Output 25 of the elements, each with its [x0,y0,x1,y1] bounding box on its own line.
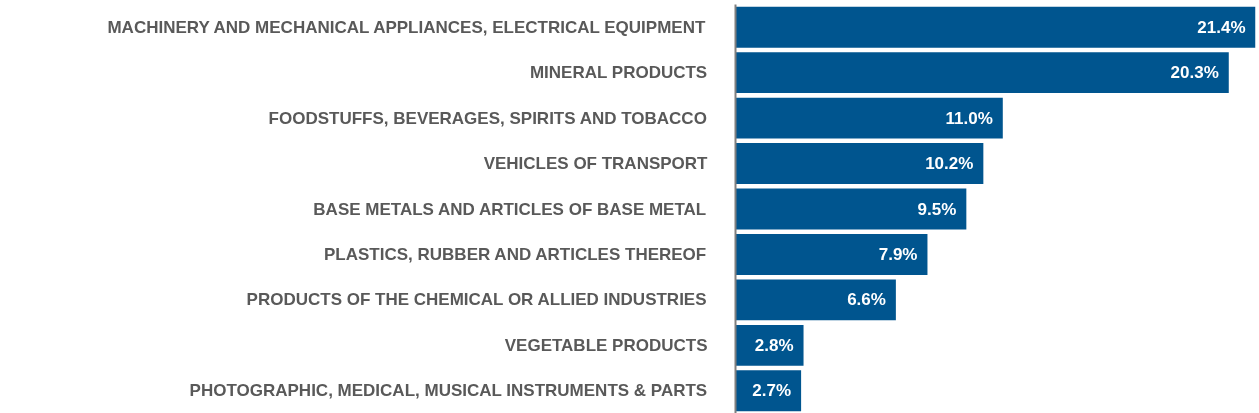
y-tick-label: PRODUCTS OF THE CHEMICAL OR ALLIED INDUSTRIES [246,290,707,310]
y-tick-label: MACHINERY AND MECHANICAL APPLIANCES, ELECTRICAL EQUIPMENT [107,17,706,37]
y-tick-label: MINERAL PRODUCTS [529,63,708,83]
y-tick-label: FOODSTUFFS, BEVERAGES, SPIRITS AND TOBACCO [268,108,707,128]
bar [735,279,896,321]
data-label: 21.4% [1197,17,1246,37]
data-label: 2.8% [754,335,794,355]
data-label: 11.0% [945,108,993,128]
y-tick-label: PHOTOGRAPHIC, MEDICAL, MUSICAL INSTRUMENTS & PARTS [189,381,708,401]
bar [735,233,928,275]
data-label: 10.2% [925,154,974,174]
data-label: 7.9% [878,244,918,264]
y-tick-label: PLASTICS, RUBBER AND ARTICLES THEREOF [324,244,707,264]
bar [735,143,984,185]
data-label: 6.6% [847,290,886,310]
y-tick-label: VEHICLES OF TRANSPORT [483,154,709,174]
y-tick-label: VEGETABLE PRODUCTS [504,335,708,355]
y-tick-label: BASE METALS AND ARTICLES OF BASE METAL [313,199,707,219]
bar [735,6,1256,48]
data-label: 2.7% [752,381,792,401]
data-label: 20.3% [1170,63,1219,83]
bar [735,52,1229,94]
bar [735,188,967,230]
data-label: 9.5% [917,199,957,219]
bar [735,97,1003,139]
